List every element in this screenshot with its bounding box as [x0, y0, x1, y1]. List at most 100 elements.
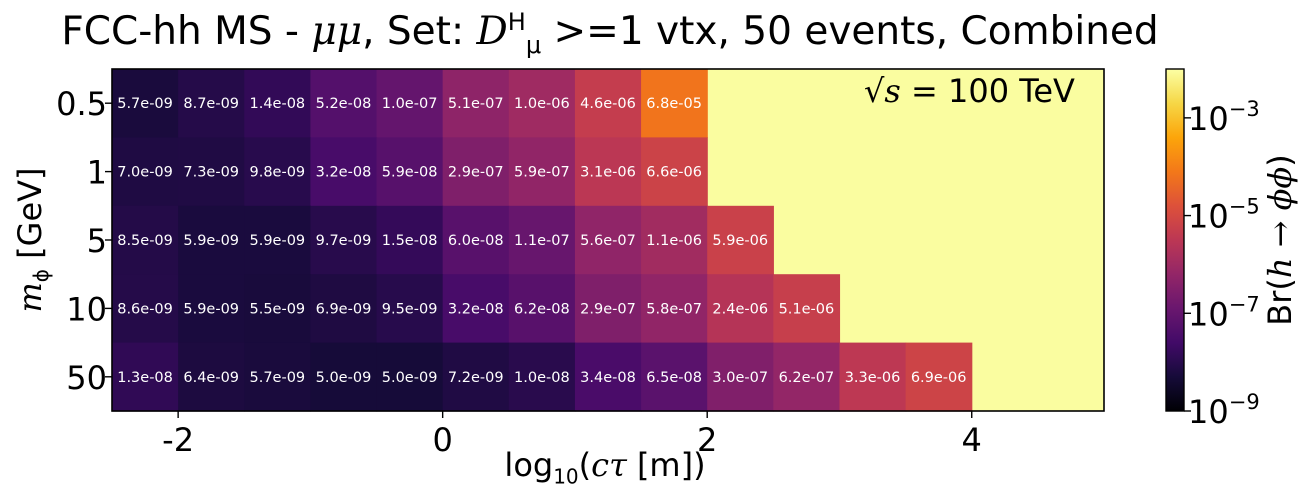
heatmap-cell: [641, 342, 708, 412]
heatmap-cell-label: 1.5e-08: [382, 233, 438, 249]
heatmap-cell-label: 6.6e-06: [646, 165, 702, 181]
colorbar-label-post: ): [1261, 154, 1299, 167]
heatmap-cell-label: 2.9e-07: [448, 165, 504, 181]
heatmap-cell: [244, 205, 311, 275]
heatmap-cell: [178, 274, 245, 344]
heatmap-cell: [310, 274, 378, 344]
colorbar-frame: [1165, 68, 1185, 412]
heatmap-cell: [707, 274, 774, 344]
y-tick-label: 1: [87, 154, 107, 192]
x-axis-label-sym: cτ: [591, 446, 627, 484]
heatmap-cell: [112, 69, 179, 138]
heatmap-cell-label: 5.9e-09: [249, 233, 305, 249]
title-suffix: >=1 vtx, 50 events, Combined: [541, 9, 1159, 54]
x-tick-label: 4: [962, 421, 982, 459]
heatmap-cell-label: 3.1e-06: [580, 165, 636, 181]
y-tick-label: 0.5: [56, 85, 107, 123]
heatmap-cell: [574, 69, 642, 138]
heatmap-cell-label: 1.0e-07: [382, 96, 438, 112]
heatmap-cell-label: 3.4e-08: [580, 370, 636, 386]
title-prefix: FCC-hh MS -: [61, 9, 312, 54]
heatmap-cell-label: 6.5e-08: [646, 370, 702, 386]
heatmap-cell: [376, 205, 444, 275]
heatmap-cell: [310, 137, 378, 207]
colorbar-ticks: 10−3 10−5 10−7 10−9: [1184, 97, 1260, 431]
heatmap-cell-label: 6.4e-09: [183, 370, 239, 386]
heatmap-cell-label: 6.0e-08: [448, 233, 504, 249]
heatmap-cell: [442, 205, 510, 275]
heatmap-cell: [310, 342, 378, 412]
heatmap-cell-label: 5.2e-08: [316, 96, 372, 112]
heatmap-cell: [574, 274, 642, 344]
heatmap-cell-label: 5.9e-09: [183, 301, 239, 317]
heatmap-cell-label: 6.2e-07: [779, 370, 835, 386]
x-axis-label-sub: 10: [553, 464, 579, 489]
heatmap-cell-label: 5.5e-09: [249, 301, 305, 317]
colorbar: [1166, 69, 1184, 411]
heatmap-cell: [310, 69, 378, 138]
heatmap-cell-label: 3.2e-08: [448, 301, 504, 317]
x-tick-label: 2: [697, 421, 717, 459]
y-axis-label-sym: m: [10, 282, 49, 313]
heatmap-cell: [178, 342, 245, 412]
heatmap-cell: [442, 342, 510, 412]
energy-annotation-rhs: = 100 TeV: [900, 72, 1075, 110]
heatmap-cell-label: 5.7e-09: [249, 370, 305, 386]
heatmap-cell-label: 3.2e-08: [316, 165, 372, 181]
chart-title: FCC-hh MS - μμ, Set: DHμ >=1 vtx, 50 eve…: [0, 8, 1220, 59]
heatmap-cell: [508, 69, 576, 138]
heatmap-cell-label: 5.9e-06: [712, 233, 768, 249]
colorbar-label-pre: Br(: [1261, 278, 1299, 326]
heatmap-cell-label: 5.0e-09: [316, 370, 372, 386]
colorbar-tick-label: 10−5: [1188, 195, 1260, 236]
heatmap-cell: [112, 205, 179, 275]
heatmap-cell-label: 5.9e-08: [382, 165, 438, 181]
heatmap-cell: [574, 137, 642, 207]
heatmap-cell: [641, 137, 708, 207]
energy-annotation: √s = 100 TeV: [864, 72, 1075, 110]
title-selection-sub: μ: [525, 30, 542, 59]
heatmap-cell-label: 5.9e-09: [183, 233, 239, 249]
heatmap-cell-label: 8.7e-09: [183, 96, 239, 112]
heatmap-cell: [641, 69, 708, 138]
heatmap-cell-label: 3.0e-07: [712, 370, 768, 386]
heatmap-cell: [376, 342, 444, 412]
heatmap-cell: [112, 137, 179, 207]
title-selection-symbol: D: [476, 9, 508, 54]
heatmap-cell: [112, 274, 179, 344]
heatmap-cell: [244, 137, 311, 207]
heatmap-cell-label: 3.3e-06: [845, 370, 901, 386]
x-axis-label-post: [m]): [626, 446, 706, 484]
heatmap-cell: [112, 342, 179, 412]
heatmap-cell: [707, 342, 774, 412]
heatmap-cell-label: 8.6e-09: [117, 301, 173, 317]
x-axis-label-pre: log: [504, 446, 554, 484]
heatmap-cell-label: 4.6e-06: [580, 96, 636, 112]
colorbar-tick-label: 10−9: [1188, 390, 1260, 431]
heatmap-cell-label: 7.0e-09: [117, 165, 173, 181]
y-axis-label-post: [GeV]: [10, 167, 49, 269]
x-axis-label: log10(cτ [m]): [400, 446, 810, 488]
x-tick-label: 0: [432, 421, 452, 459]
heatmap-cell-label: 5.0e-09: [382, 370, 438, 386]
heatmap-cell: [376, 274, 444, 344]
heatmap-cell: [508, 205, 576, 275]
heatmap-cell: [442, 274, 510, 344]
heatmap-cell: [773, 274, 841, 344]
colorbar-label: Br(h → ϕϕ): [1261, 154, 1299, 325]
title-set-text: , Set:: [362, 9, 477, 54]
y-axis-ticks: 0.5 1 5 10 50: [56, 85, 112, 397]
heatmap-cell: [442, 137, 510, 207]
y-tick-label: 50: [66, 359, 107, 397]
heatmap-cell-label: 5.1e-07: [448, 96, 504, 112]
heatmap-cell-label: 6.2e-08: [514, 301, 570, 317]
y-tick-label: 5: [87, 222, 107, 260]
x-tick-label: -2: [162, 421, 194, 459]
x-axis-ticks: -2 0 2 4: [162, 411, 982, 459]
heatmap-cell: [178, 69, 245, 138]
heatmap-cells: [112, 69, 973, 412]
heatmap-cell-label: 7.2e-09: [448, 370, 504, 386]
heatmap-cell: [310, 205, 378, 275]
heatmap-cell: [244, 274, 311, 344]
